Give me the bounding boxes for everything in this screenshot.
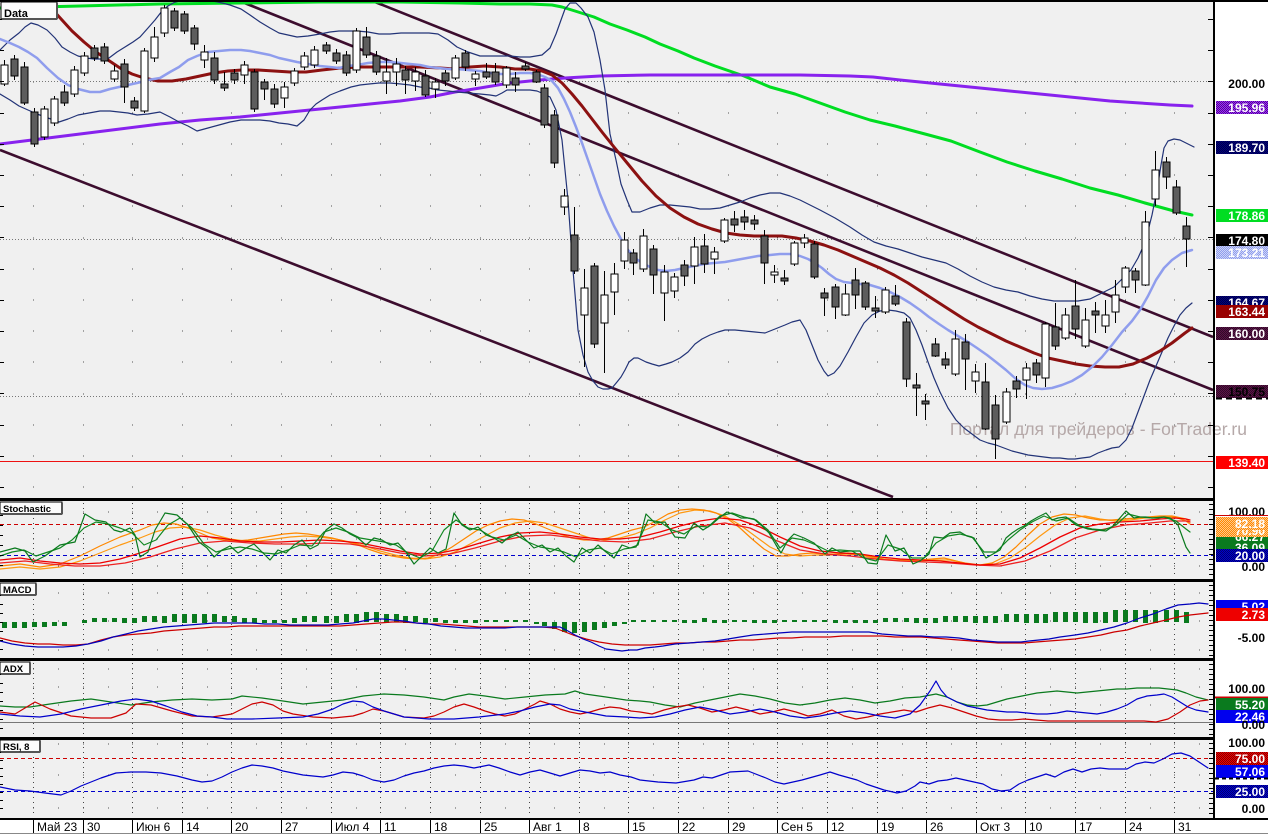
svg-text:31: 31	[1178, 820, 1192, 834]
svg-text:22: 22	[682, 820, 696, 834]
svg-text:0.00: 0.00	[1242, 718, 1266, 732]
svg-text:26: 26	[930, 820, 944, 834]
svg-text:189.70: 189.70	[1228, 141, 1265, 155]
svg-text:25: 25	[484, 820, 498, 834]
svg-text:MACD: MACD	[3, 585, 32, 596]
svg-text:160.00: 160.00	[1228, 327, 1265, 341]
svg-text:17: 17	[1079, 820, 1093, 834]
svg-text:139.40: 139.40	[1228, 456, 1265, 470]
svg-text:Июн 6: Июн 6	[136, 820, 171, 834]
svg-text:163.44: 163.44	[1228, 305, 1265, 319]
svg-text:75.00: 75.00	[1235, 752, 1265, 766]
svg-text:20.00: 20.00	[1235, 549, 1265, 563]
svg-text:19: 19	[881, 820, 895, 834]
svg-text:178.86: 178.86	[1228, 209, 1265, 223]
svg-text:29: 29	[732, 820, 746, 834]
svg-text:195.96: 195.96	[1228, 101, 1265, 115]
svg-text:Портал для трейдеров - ForTrad: Портал для трейдеров - ForTrader.ru	[950, 419, 1247, 439]
svg-text:10: 10	[1029, 820, 1043, 834]
svg-text:100.00: 100.00	[1228, 682, 1265, 696]
svg-text:0.00: 0.00	[1242, 802, 1266, 816]
svg-text:Май 23: Май 23	[37, 820, 78, 834]
svg-text:150.75: 150.75	[1228, 385, 1265, 399]
svg-text:18: 18	[434, 820, 448, 834]
svg-text:-5.00: -5.00	[1238, 631, 1266, 645]
svg-text:8: 8	[583, 820, 590, 834]
svg-text:Stochastic: Stochastic	[3, 504, 51, 515]
svg-text:82.18: 82.18	[1235, 517, 1265, 531]
svg-text:27: 27	[285, 820, 299, 834]
svg-text:25.00: 25.00	[1235, 785, 1265, 799]
svg-text:174.80: 174.80	[1228, 234, 1265, 248]
svg-text:22.46: 22.46	[1235, 710, 1265, 724]
svg-text:173.21: 173.21	[1228, 246, 1265, 260]
svg-text:20: 20	[235, 820, 249, 834]
svg-text:Июл 4: Июл 4	[335, 820, 370, 834]
svg-text:200.00: 200.00	[1228, 77, 1265, 91]
svg-text:RSI, 8: RSI, 8	[3, 742, 29, 753]
svg-text:ADX: ADX	[3, 664, 24, 675]
svg-text:12: 12	[831, 820, 845, 834]
svg-text:100.00: 100.00	[1228, 736, 1265, 750]
svg-text:0.00: 0.00	[1242, 560, 1266, 574]
svg-text:Сен 5: Сен 5	[781, 820, 813, 834]
svg-text:Data: Data	[4, 8, 29, 20]
svg-text:11: 11	[384, 820, 397, 834]
svg-text:30: 30	[87, 820, 101, 834]
svg-text:55.20: 55.20	[1235, 698, 1265, 712]
svg-text:57.06: 57.06	[1235, 765, 1265, 779]
svg-text:15: 15	[632, 820, 646, 834]
svg-text:2.73: 2.73	[1242, 608, 1266, 622]
svg-text:24: 24	[1129, 820, 1143, 834]
svg-text:14: 14	[186, 820, 200, 834]
svg-text:Окт 3: Окт 3	[980, 820, 1011, 834]
svg-text:Авг 1: Авг 1	[533, 820, 562, 834]
